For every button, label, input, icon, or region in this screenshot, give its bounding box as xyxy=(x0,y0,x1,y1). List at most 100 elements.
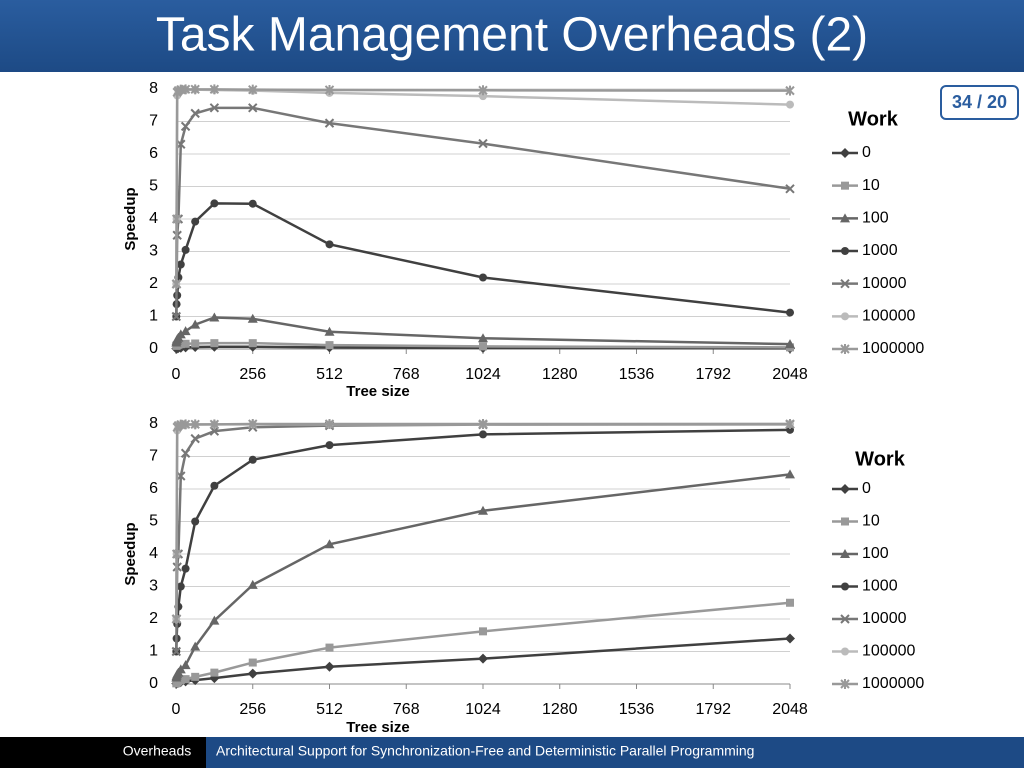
legend-label: 100000 xyxy=(862,308,915,325)
y-tick-label: 7 xyxy=(149,113,158,130)
data-point xyxy=(181,245,190,254)
data-point xyxy=(191,672,200,681)
x-tick-label: 1024 xyxy=(465,366,501,383)
x-tick-label: 0 xyxy=(172,366,181,383)
legend-label: 0 xyxy=(862,144,871,161)
data-point xyxy=(324,661,335,672)
data-point xyxy=(248,339,257,348)
data-point xyxy=(180,326,191,336)
y-tick-label: 8 xyxy=(149,80,158,97)
data-point xyxy=(190,419,200,430)
data-point xyxy=(785,633,795,644)
data-point xyxy=(171,549,182,559)
data-point xyxy=(478,333,488,343)
y-tick-label: 0 xyxy=(149,675,158,692)
data-point xyxy=(171,214,182,224)
data-point xyxy=(478,85,488,96)
x-axis-label: Tree size xyxy=(346,719,409,736)
data-point xyxy=(479,430,487,439)
data-point xyxy=(479,92,487,101)
legend-label: 100 xyxy=(862,545,889,562)
legend-label: 100 xyxy=(862,210,889,227)
data-point xyxy=(171,279,182,289)
data-point xyxy=(785,469,795,479)
data-point xyxy=(248,658,257,667)
data-point xyxy=(478,419,488,429)
data-point xyxy=(190,319,201,329)
data-point xyxy=(191,517,200,526)
data-point xyxy=(325,643,334,652)
y-tick-label: 2 xyxy=(149,610,158,627)
data-point xyxy=(325,240,334,249)
y-tick-label: 4 xyxy=(149,545,158,562)
data-point xyxy=(247,579,258,589)
data-point xyxy=(248,84,258,95)
data-point xyxy=(171,646,182,657)
x-tick-label: 1536 xyxy=(619,366,655,383)
data-point xyxy=(181,339,190,348)
data-point xyxy=(191,217,200,226)
legend-marker xyxy=(840,344,850,354)
legend-marker xyxy=(840,679,850,689)
data-point xyxy=(324,326,335,336)
data-point xyxy=(176,582,185,591)
data-point xyxy=(180,448,191,458)
data-point xyxy=(324,419,335,429)
data-point xyxy=(209,312,220,322)
data-point xyxy=(210,481,219,490)
series-line xyxy=(175,202,791,317)
data-point xyxy=(478,138,488,149)
data-point xyxy=(210,339,219,348)
data-point xyxy=(180,121,191,132)
data-point xyxy=(785,85,795,96)
data-point xyxy=(209,84,220,95)
data-point xyxy=(324,118,335,128)
y-tick-label: 1 xyxy=(149,643,158,660)
y-tick-label: 5 xyxy=(149,178,158,195)
data-point xyxy=(324,84,335,95)
legend-label: 1000000 xyxy=(862,675,924,692)
x-axis-label: Tree size xyxy=(346,383,409,400)
data-point xyxy=(478,653,488,664)
x-tick-label: 0 xyxy=(172,701,181,718)
legend-marker xyxy=(840,614,850,624)
y-tick-label: 6 xyxy=(149,145,158,162)
data-point xyxy=(324,539,335,549)
data-point xyxy=(478,505,488,515)
data-point xyxy=(190,641,201,651)
data-point xyxy=(325,341,334,350)
legend-label: 10 xyxy=(862,513,880,530)
data-point xyxy=(248,455,257,464)
data-point xyxy=(785,339,795,349)
y-axis-label: Speedup xyxy=(122,522,139,585)
series-line xyxy=(175,423,791,652)
data-point xyxy=(209,103,220,113)
x-tick-label: 2048 xyxy=(772,701,808,718)
page-box xyxy=(940,85,1019,120)
legend-label: 10 xyxy=(862,177,880,194)
series-line xyxy=(175,473,791,678)
y-tick-label: 0 xyxy=(149,340,158,357)
x-tick-label: 512 xyxy=(316,701,343,718)
legend-label: 10000 xyxy=(862,275,907,292)
legend-marker xyxy=(841,312,849,321)
legend-marker xyxy=(840,278,850,289)
legend-label: 10000 xyxy=(862,610,907,627)
legend-label: 1000000 xyxy=(862,340,924,357)
data-point xyxy=(248,419,258,429)
data-point xyxy=(786,425,794,434)
data-point xyxy=(180,419,191,430)
data-point xyxy=(247,668,258,679)
series-line xyxy=(175,422,790,620)
x-tick-label: 1792 xyxy=(695,701,731,718)
x-tick-label: 768 xyxy=(393,701,420,718)
y-tick-label: 3 xyxy=(149,243,158,260)
legend-label: 0 xyxy=(862,480,871,497)
data-point xyxy=(210,199,219,208)
y-tick-label: 3 xyxy=(149,578,158,595)
data-point xyxy=(175,329,186,339)
data-point xyxy=(190,433,200,444)
data-point xyxy=(171,614,182,624)
footer-blue xyxy=(206,737,1024,768)
